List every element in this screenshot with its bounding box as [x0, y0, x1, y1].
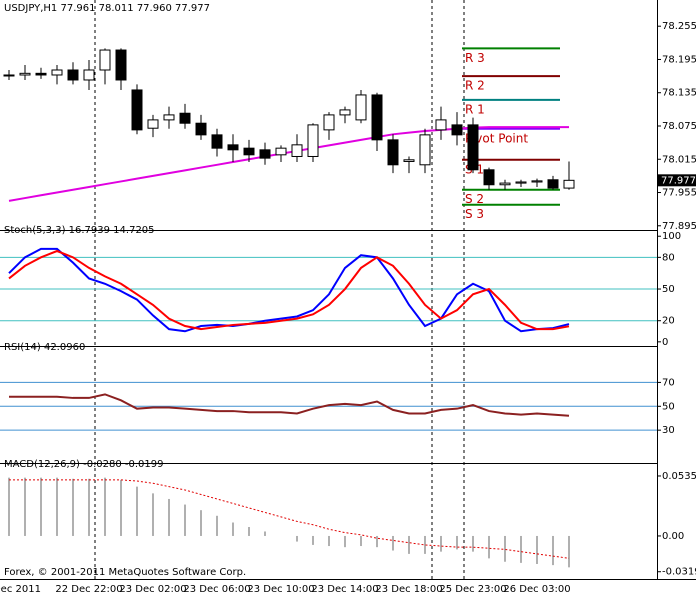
pivot-label: S 3: [465, 207, 484, 221]
candle-body: [259, 149, 271, 159]
candle-body: [179, 112, 191, 124]
candle-body: [483, 169, 495, 186]
candle-body: [67, 69, 79, 81]
y-tick-label: 100: [662, 231, 681, 242]
candle-body: [387, 139, 399, 166]
frames: [0, 0, 696, 580]
series-line: [8, 249, 570, 331]
candle-body: [323, 114, 335, 131]
candle-body: [163, 114, 175, 121]
candle-body: [51, 69, 63, 76]
series-line: [8, 247, 570, 333]
y-tick-label: 78.015: [662, 154, 696, 165]
y-tick-label: 77.955: [662, 188, 696, 199]
x-tick-label: 23 Dec 14:00: [311, 584, 378, 595]
candle-body: [339, 109, 351, 116]
candle-body: [307, 124, 319, 157]
candle-body: [195, 122, 207, 136]
y-tick-label: 77.895: [662, 221, 696, 232]
candle-body: [403, 159, 415, 162]
pivot-label: Pivot Point: [465, 131, 528, 145]
candle-body: [355, 94, 367, 121]
x-tick-label: 23 Dec 02:00: [119, 584, 186, 595]
y-tick-label: 20: [662, 316, 675, 327]
candle-body: [3, 74, 15, 77]
y-tick-label: 78.195: [662, 54, 696, 65]
candle-body: [435, 119, 447, 131]
candle-body: [531, 180, 543, 183]
candle-body: [115, 49, 127, 81]
pane-title: Stoch(5,3,3) 16.7939 14.7205: [4, 225, 155, 236]
candle-body: [35, 72, 47, 76]
candle-body: [451, 124, 463, 136]
y-tick-label: 50: [662, 284, 675, 295]
candle-body: [275, 147, 287, 156]
candle-body: [419, 134, 431, 166]
candle-body: [131, 89, 143, 131]
x-tick-label: 22 Dec 2011: [0, 584, 41, 595]
pivot-label: R 3: [465, 51, 485, 65]
y-tick-label: 0.0535: [662, 471, 696, 482]
footer: Forex, © 2001-2011 MetaQuotes Software C…: [4, 567, 246, 578]
candle-body: [19, 72, 31, 76]
pivot-label: R 1: [465, 102, 485, 116]
y-tick-label: 78.135: [662, 88, 696, 99]
candle-body: [547, 179, 559, 189]
y-tick-label: 78.075: [662, 121, 696, 132]
y-tick-label: 78.255: [662, 21, 696, 32]
candle-body: [563, 179, 575, 189]
x-tick-label: 26 Dec 03:00: [503, 584, 570, 595]
x-tick-label: 23 Dec 06:00: [183, 584, 250, 595]
pivot-label: S 2: [465, 192, 484, 206]
y-tick-label: 80: [662, 252, 675, 263]
pane-title: RSI(14) 42.0960: [4, 342, 85, 353]
candle-body: [211, 134, 223, 149]
candle-body: [147, 119, 159, 129]
y-tick-label: 30: [662, 425, 675, 436]
candle-body: [291, 144, 303, 157]
candle-body: [83, 69, 95, 81]
x-tick-label: 22 Dec 22:00: [55, 584, 122, 595]
candle-body: [243, 147, 255, 156]
candle-body: [467, 124, 479, 171]
pane-title: MACD(12,26,9) -0.0280 -0.0199: [4, 459, 164, 470]
candle-body: [371, 94, 383, 141]
series-line: [9, 479, 570, 559]
series-line: [9, 393, 570, 417]
x-tick-label: 23 Dec 10:00: [247, 584, 314, 595]
candle-body: [499, 182, 511, 186]
y-tick-label: 0: [662, 337, 668, 348]
last-price-label: 77.977: [661, 175, 696, 186]
x-tick-label: 25 Dec 23:00: [439, 584, 506, 595]
candle-body: [515, 181, 527, 184]
candle-body: [227, 144, 239, 151]
y-tick-label: 70: [662, 377, 675, 388]
y-tick-label: 0.00: [662, 531, 684, 542]
pivot-label: R 2: [465, 79, 485, 93]
x-tick-label: 23 Dec 18:00: [375, 584, 442, 595]
pane-title: USDJPY,H1 77.961 78.011 77.960 77.977: [4, 3, 210, 14]
y-tick-label: -0.0319: [662, 567, 696, 578]
y-tick-label: 50: [662, 401, 675, 412]
candle-body: [99, 49, 111, 71]
last-price-box: [658, 174, 696, 187]
